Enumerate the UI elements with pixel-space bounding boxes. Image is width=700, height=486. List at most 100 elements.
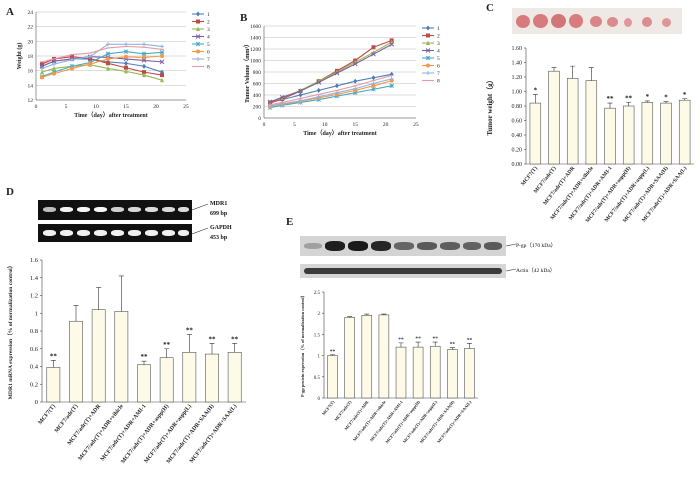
bar	[327, 355, 338, 399]
data-point	[106, 65, 110, 71]
series-line	[41, 64, 163, 81]
data-point	[124, 54, 128, 59]
bar	[395, 346, 407, 399]
significance-marker: **	[209, 335, 217, 343]
data-point	[52, 62, 56, 67]
data-point	[196, 57, 200, 61]
tumor-specimen	[516, 15, 530, 28]
gel-band	[178, 230, 189, 236]
data-point	[160, 73, 164, 78]
x-tick-label: 20	[383, 122, 389, 128]
data-point	[123, 49, 129, 54]
significance-marker: *	[646, 93, 650, 101]
mdr1-mrna-bar-chart: 00.20.40.60.811.21.41.6**MCF7(T)MCF7/adr…	[6, 257, 246, 465]
y-tick-label: 1.60	[512, 46, 523, 52]
bar	[91, 309, 106, 403]
y-tick-label: 1	[35, 310, 38, 317]
data-point	[88, 56, 92, 61]
y-tick-label: 1.40	[512, 61, 523, 67]
significance-marker: **	[186, 327, 194, 335]
y-axis-title: Weight (g)	[16, 43, 23, 70]
y-tick-label: 1200	[250, 47, 261, 53]
panel-label-a: A	[6, 6, 14, 18]
x-tick-label: 20	[153, 104, 159, 110]
gapdh-bp-label: 453 bp	[210, 235, 228, 241]
error-bar	[186, 334, 192, 353]
significance-marker: **	[432, 336, 438, 342]
bar	[205, 353, 219, 403]
gel-band	[60, 230, 73, 236]
data-point	[141, 51, 147, 57]
error-bar	[570, 65, 576, 79]
tumor-specimen	[642, 17, 652, 27]
y-tick-label: 0	[35, 399, 38, 406]
bar	[529, 102, 542, 165]
data-point	[316, 87, 321, 93]
tumor-photo	[512, 8, 682, 34]
legend-label: 1	[437, 26, 440, 32]
legend-label: 8	[437, 79, 440, 85]
series-line	[269, 73, 392, 104]
category-label: MCF7/adr(T)+ADR+aspp(H)	[120, 403, 171, 465]
data-point	[40, 75, 44, 80]
y-axis-title: P-gp protein expression（% of normalizati…	[300, 293, 306, 397]
data-point	[195, 34, 201, 39]
bar	[182, 352, 197, 403]
series-line	[269, 78, 392, 107]
category-label: MCF7/adr(T)+ADR+SAA(L)	[188, 403, 238, 465]
gel-band	[111, 230, 124, 236]
pgp-label: P-gp（170 kDa）	[516, 243, 557, 249]
data-point	[298, 98, 303, 103]
data-point	[105, 51, 111, 57]
data-point	[142, 55, 146, 60]
significance-marker: **	[398, 337, 404, 343]
gel-band	[162, 207, 175, 212]
legend-label: 2	[437, 34, 440, 40]
error-bar	[551, 67, 557, 72]
series-line	[41, 45, 163, 63]
significance-marker: **	[231, 335, 239, 343]
y-tick-label: 2	[318, 312, 321, 317]
y-tick-label: 0.2	[30, 381, 38, 388]
mdr1-gel	[38, 200, 192, 220]
blot-band	[304, 268, 502, 274]
x-tick-label: 25	[183, 104, 189, 110]
tumor-specimen	[551, 14, 566, 28]
y-axis-title: MDR1 mRNA expression（% of normalization …	[6, 263, 14, 400]
data-point	[425, 55, 431, 61]
gel-band	[94, 207, 107, 212]
actin-western-blot	[300, 264, 506, 278]
y-tick-label: 0.8	[30, 328, 38, 335]
data-point	[389, 42, 395, 47]
error-bar	[347, 316, 353, 318]
data-point	[334, 70, 340, 76]
legend-label: 5	[437, 56, 440, 62]
y-tick-label: 12	[28, 98, 34, 104]
data-point	[267, 99, 273, 105]
y-tick-label: 0.5	[314, 376, 321, 381]
data-point	[160, 54, 164, 58]
panel-label-d: D	[6, 186, 14, 198]
data-point	[142, 72, 146, 78]
y-tick-label: 22	[28, 25, 34, 31]
pgp-western-blot	[300, 236, 506, 256]
legend-label: 5	[207, 42, 210, 48]
data-point	[316, 94, 321, 99]
y-tick-label: 1.20	[512, 75, 523, 81]
data-point	[389, 71, 394, 77]
data-point	[371, 75, 376, 81]
data-point	[124, 60, 128, 66]
legend-label: 6	[437, 64, 440, 70]
legend-label: 4	[437, 49, 440, 55]
data-point	[159, 59, 165, 65]
y-tick-label: 1400	[250, 36, 261, 42]
error-bar	[682, 98, 688, 101]
bar	[378, 314, 390, 399]
data-point	[426, 40, 430, 45]
bar	[69, 320, 83, 403]
significance-marker: **	[163, 341, 171, 349]
error-bar	[398, 342, 404, 348]
tumor-specimen	[607, 17, 618, 27]
data-point	[159, 50, 165, 55]
blot-band	[484, 242, 502, 250]
